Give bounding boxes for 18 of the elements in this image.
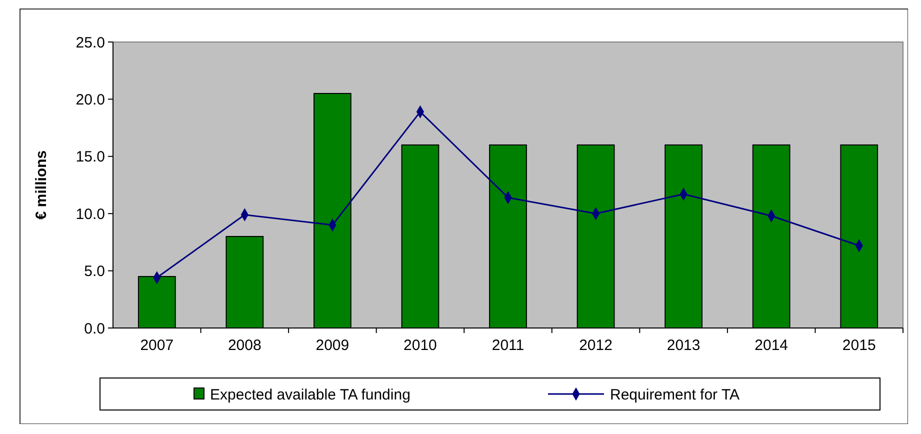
x-tick-label: 2010 [404, 337, 437, 354]
y-tick-label: 25.0 [76, 34, 105, 52]
x-tick-label: 2012 [579, 337, 612, 354]
x-tick-label: 2015 [842, 337, 876, 354]
y-tick-label: 5.0 [84, 263, 105, 280]
x-tick-label: 2008 [228, 337, 262, 354]
y-axis-title: € millions [33, 150, 50, 220]
x-tick-label: 2014 [754, 337, 788, 354]
y-tick-label: 20.0 [76, 91, 105, 108]
legend-label: Requirement for TA [610, 386, 740, 404]
x-tick-label: 2013 [666, 337, 700, 354]
y-tick-label: 10.0 [76, 206, 105, 223]
legend-label: Expected available TA funding [210, 386, 410, 404]
y-tick-label: 15.0 [76, 148, 105, 166]
x-tick-label: 2009 [316, 337, 350, 354]
x-tick-label: 2007 [140, 337, 174, 354]
y-tick-label: 0.0 [84, 320, 105, 338]
x-tick-label: 2011 [492, 337, 524, 354]
